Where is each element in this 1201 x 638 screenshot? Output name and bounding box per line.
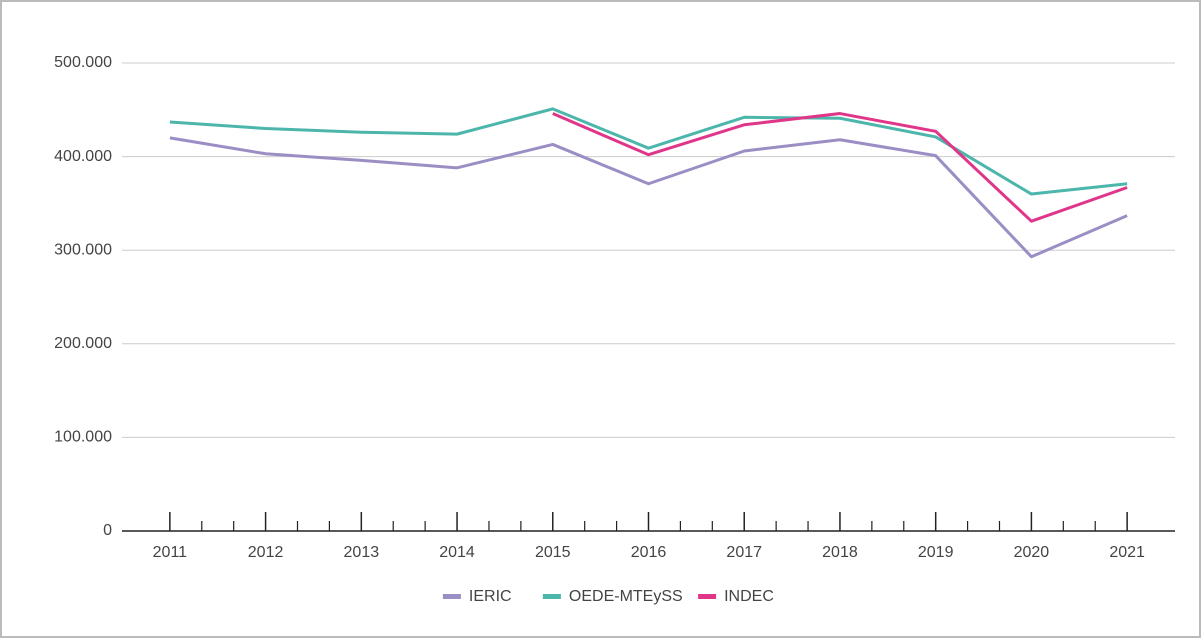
x-tick-label: 2020 (1014, 544, 1050, 561)
y-tick-label: 400.000 (54, 148, 112, 165)
y-tick-label: 0 (103, 522, 112, 539)
series-line (169, 107, 1128, 196)
y-tick-label: 300.000 (54, 241, 112, 258)
x-tick-label: 2014 (439, 544, 475, 561)
series-line (552, 112, 1128, 223)
y-tick-label: 100.000 (54, 429, 112, 446)
legend-swatch (442, 594, 461, 599)
y-tick-label: 500.000 (54, 54, 112, 71)
legend-swatch (698, 594, 717, 599)
series-line (169, 136, 1128, 259)
x-tick-label: 2018 (822, 544, 858, 561)
legend-label: IERIC (469, 588, 512, 605)
legend-swatch (542, 594, 561, 599)
x-tick-label: 2017 (726, 544, 762, 561)
y-tick-label: 200.000 (54, 335, 112, 352)
legend-label: INDEC (724, 588, 774, 605)
x-tick-label: 2019 (918, 544, 954, 561)
x-tick-label: 2021 (1109, 544, 1145, 561)
x-tick-label: 2013 (344, 544, 380, 561)
x-tick-label: 2011 (153, 544, 188, 561)
legend-label: OEDE-MTEySS (569, 588, 683, 605)
x-tick-label: 2015 (535, 544, 571, 561)
x-tick-label: 2016 (631, 544, 667, 561)
x-tick-label: 2012 (248, 544, 284, 561)
